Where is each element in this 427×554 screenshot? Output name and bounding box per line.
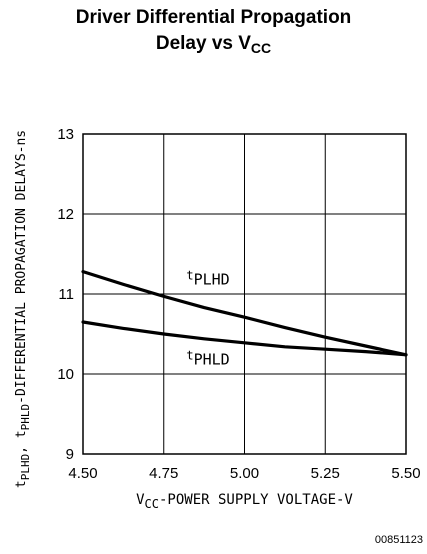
y-label-a-sub: PLHD	[19, 454, 32, 481]
series-label-tPLHD: tPLHD	[186, 268, 229, 288]
x-tick-label: 4.75	[149, 465, 178, 482]
y-label-c: -DIFFERENTIAL PROPAGATION DELAYS-ns	[14, 130, 29, 404]
series-line-tPLHD	[81, 270, 408, 357]
y-tick-label: 13	[57, 126, 74, 143]
x-tick-label: 5.00	[230, 465, 259, 482]
y-label-a: t	[14, 480, 29, 488]
x-label-sub: CC	[145, 497, 159, 511]
x-tick-label: 4.50	[68, 465, 97, 482]
y-tick-label: 10	[57, 366, 74, 383]
chart-title-subscript: CC	[250, 40, 272, 56]
figure-id: 00851123	[374, 534, 423, 546]
chart-title-line-2: Delay vs VCC	[0, 32, 427, 60]
chart-title-line-1: Driver Differential Propagation	[75, 7, 352, 28]
y-axis-label: tPLHD, tPHLD-DIFFERENTIAL PROPAGATION DE…	[14, 130, 32, 488]
x-label-post: -POWER SUPPLY VOLTAGE-V	[159, 492, 353, 508]
series-label-tPHLD: tPHLD	[186, 348, 229, 368]
x-tick-label: 5.50	[391, 465, 420, 482]
series-layer: tPLHD tPHLD	[81, 268, 408, 368]
chart-title-main: Delay vs V	[155, 33, 251, 54]
x-axis-label: VCC-POWER SUPPLY VOLTAGE-V	[136, 492, 353, 511]
y-tick-label: 11	[58, 286, 74, 303]
tick-labels: 4.50 4.75 5.00 5.25 5.50 9 10 11 12 13	[57, 126, 420, 482]
x-label-pre: V	[136, 492, 145, 508]
y-tick-label: 9	[66, 446, 74, 463]
y-label-b-sub: PHLD	[19, 404, 32, 431]
y-tick-label: 12	[57, 206, 74, 223]
plot-frame	[82, 133, 407, 455]
x-tick-label: 5.25	[311, 465, 340, 482]
series-line-tPHLD	[81, 320, 408, 357]
y-label-b: , t	[14, 430, 29, 453]
gridlines	[83, 134, 406, 454]
